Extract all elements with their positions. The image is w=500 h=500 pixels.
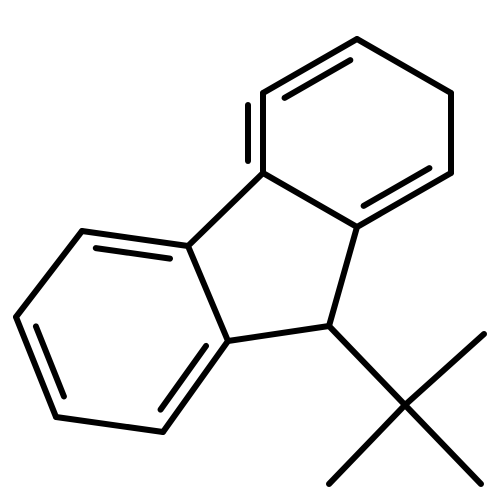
bond-line [228,326,329,341]
bond-line [405,334,484,405]
bond-line [263,173,357,227]
bond-line [329,326,405,405]
bond-line [329,227,357,326]
bond-line [82,231,188,246]
bond-line [163,341,228,432]
bond-line [96,248,170,258]
bond-line [357,39,451,93]
bond-line [329,405,405,484]
bond-line [285,60,351,98]
bond-line [364,168,430,206]
molecule-canvas [0,0,500,500]
bond-line [56,417,163,432]
bond-line [16,231,82,317]
bond-line [405,405,481,484]
bond-line [188,246,228,341]
bond-line [36,326,64,396]
bond-line [188,173,263,246]
